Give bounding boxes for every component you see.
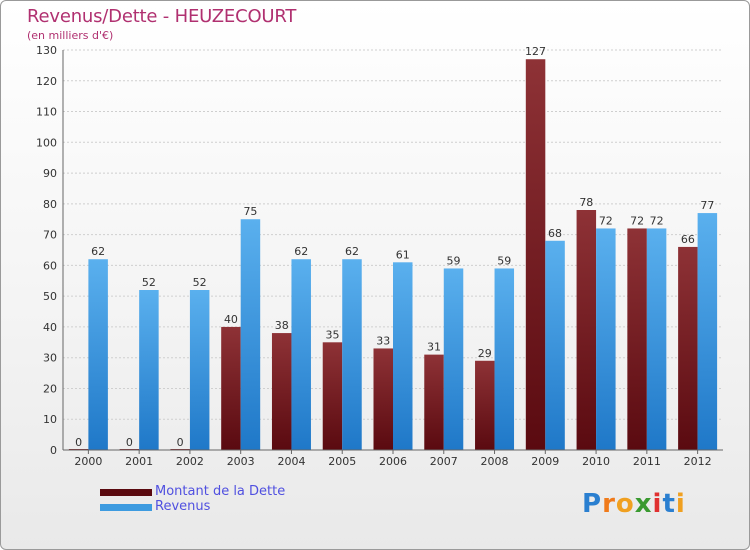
logo-letter: P (582, 489, 603, 519)
x-tick-label: 2007 (430, 455, 458, 468)
legend-swatch-revenus (100, 504, 152, 511)
bar-dette (576, 210, 597, 450)
data-label: 72 (630, 214, 644, 227)
logo-letter: i (675, 489, 686, 519)
y-tick-label: 30 (43, 352, 57, 365)
bar-dette (424, 354, 444, 450)
x-tick-label: 2006 (379, 455, 407, 468)
data-label: 40 (224, 313, 238, 326)
chart-title: Revenus/Dette - HEUZECOURT (27, 6, 297, 27)
bar-revenus (88, 259, 108, 450)
x-tick-label: 2011 (633, 455, 661, 468)
y-tick-label: 90 (43, 167, 57, 180)
data-label: 59 (447, 254, 461, 267)
data-label: 38 (275, 319, 289, 332)
data-label: 75 (243, 205, 257, 218)
data-label: 61 (396, 248, 410, 261)
bar-dette (475, 360, 495, 450)
bar-dette (221, 326, 241, 450)
legend-swatch-dette (100, 489, 152, 496)
x-tick-label: 2003 (227, 455, 255, 468)
x-tick-label: 2009 (531, 455, 559, 468)
x-tick-label: 2005 (328, 455, 356, 468)
chart-subtitle: (en milliers d'€) (27, 29, 114, 42)
bar-dette (271, 333, 292, 450)
y-tick-label: 60 (43, 259, 57, 272)
bar-revenus (342, 259, 362, 450)
bar-revenus (697, 213, 718, 450)
logo-letter: r (602, 489, 616, 519)
bar-revenus (646, 228, 667, 450)
bar-revenus (393, 262, 413, 450)
logo-letter: i (652, 489, 663, 519)
y-tick-label: 0 (50, 444, 57, 457)
bar-revenus (443, 268, 464, 450)
legend-label-revenus: Revenus (155, 499, 211, 514)
data-label: 52 (142, 276, 156, 289)
bar-dette (678, 246, 698, 450)
bar-dette (525, 59, 546, 450)
data-label: 62 (345, 245, 359, 258)
legend-label-dette: Montant de la Dette (155, 484, 286, 499)
bar-revenus (139, 290, 159, 450)
data-label: 29 (478, 347, 492, 360)
y-tick-label: 130 (36, 44, 57, 57)
data-label: 35 (325, 328, 339, 341)
y-tick-label: 20 (43, 382, 57, 395)
data-label: 33 (376, 334, 390, 347)
data-label: 78 (579, 196, 593, 209)
x-tick-label: 2002 (176, 455, 204, 468)
logo-letter: t (662, 489, 676, 519)
bar-dette (373, 348, 393, 450)
x-tick-label: 2012 (684, 455, 712, 468)
bar-revenus (189, 290, 210, 450)
data-label: 0 (75, 436, 82, 449)
proxiti-logo: Proxiti (582, 489, 686, 519)
x-tick-label: 2001 (125, 455, 153, 468)
x-tick-label: 2008 (481, 455, 509, 468)
data-label: 31 (427, 341, 441, 354)
data-label: 0 (177, 436, 184, 449)
bar-revenus (545, 240, 565, 450)
y-tick-label: 70 (43, 229, 57, 242)
data-label: 66 (681, 233, 695, 246)
y-tick-label: 120 (36, 75, 57, 88)
x-tick-label: 2004 (277, 455, 305, 468)
logo-letter: x (634, 489, 653, 519)
bar-revenus (494, 268, 515, 450)
y-tick-label: 50 (43, 290, 57, 303)
bar-dette (627, 228, 647, 450)
data-label: 127 (525, 45, 546, 58)
bar-revenus (596, 228, 616, 450)
data-label: 62 (294, 245, 308, 258)
bar-revenus (291, 259, 311, 450)
y-tick-label: 110 (36, 106, 57, 119)
data-label: 68 (548, 227, 562, 240)
x-tick-label: 2010 (582, 455, 610, 468)
bar-revenus (240, 219, 261, 450)
data-label: 72 (599, 214, 613, 227)
bar-dette (322, 342, 343, 450)
data-label: 77 (700, 199, 714, 212)
data-label: 62 (91, 245, 105, 258)
x-tick-label: 2000 (74, 455, 102, 468)
y-tick-label: 80 (43, 198, 57, 211)
data-label: 52 (193, 276, 207, 289)
data-label: 72 (650, 214, 664, 227)
logo-letter: o (615, 489, 635, 519)
data-label: 0 (126, 436, 133, 449)
y-tick-label: 100 (36, 136, 57, 149)
y-tick-label: 10 (43, 413, 57, 426)
data-label: 59 (497, 254, 511, 267)
y-tick-label: 40 (43, 321, 57, 334)
